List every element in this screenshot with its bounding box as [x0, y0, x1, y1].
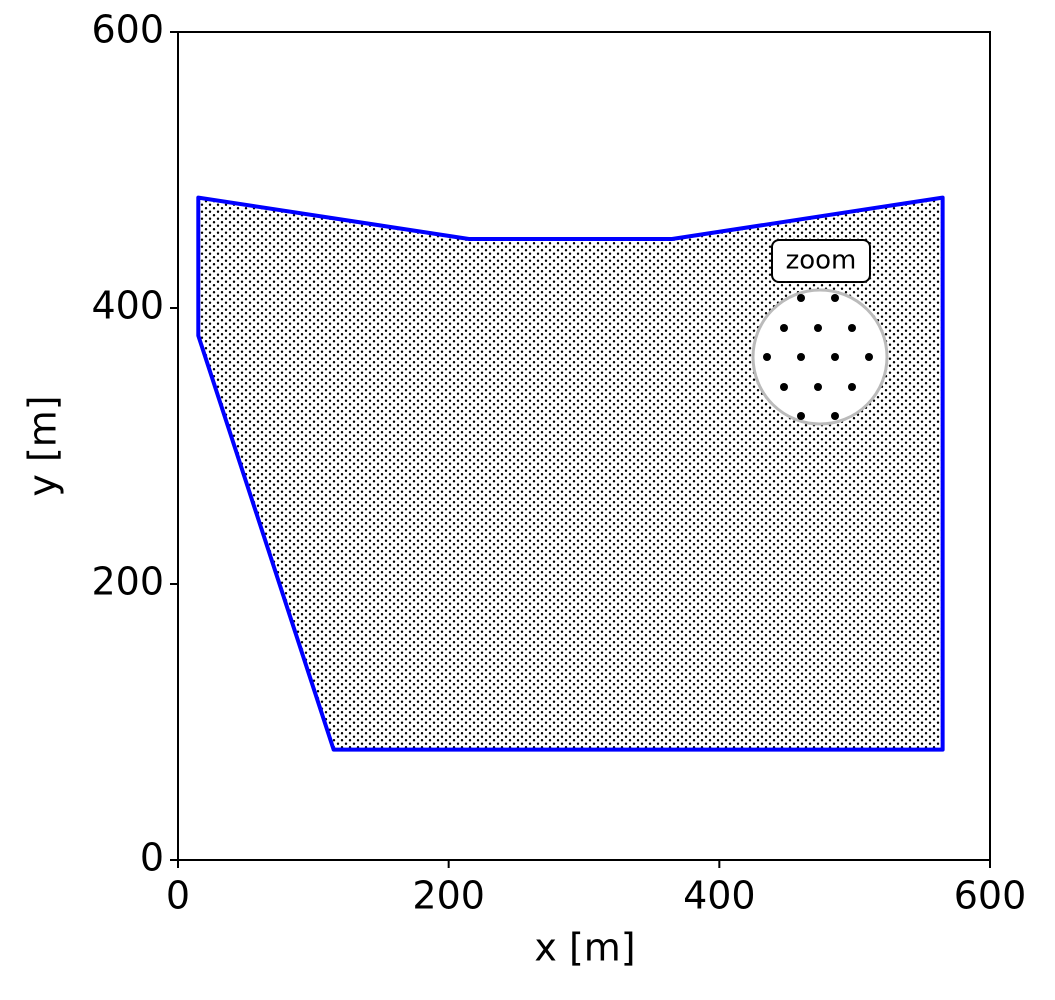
- x-tick-label: 400: [683, 874, 756, 918]
- y-tick-label: 400: [91, 284, 164, 328]
- x-tick-label: 200: [412, 874, 485, 918]
- zoom-inset: zoom: [751, 239, 889, 426]
- x-axis-label: x [m]: [534, 926, 635, 970]
- y-tick-label: 200: [91, 560, 164, 604]
- x-tick-label: 0: [166, 874, 190, 918]
- y-axis-label: y [m]: [21, 395, 65, 496]
- zoom-label: zoom: [786, 246, 857, 276]
- x-tick-label: 600: [954, 874, 1027, 918]
- y-tick-label: 0: [140, 836, 164, 880]
- y-tick-label: 600: [91, 8, 164, 52]
